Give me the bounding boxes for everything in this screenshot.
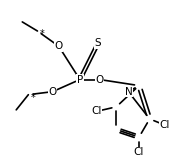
Text: Cl: Cl <box>91 106 102 116</box>
Text: O: O <box>95 75 104 85</box>
Text: *: * <box>40 29 44 39</box>
Text: N: N <box>125 87 132 97</box>
Text: O: O <box>48 87 57 97</box>
Text: P: P <box>77 75 83 85</box>
Text: S: S <box>95 38 101 48</box>
Text: Cl: Cl <box>160 120 170 130</box>
Text: Cl: Cl <box>134 147 144 157</box>
Text: O: O <box>54 41 63 51</box>
Text: *: * <box>31 93 35 103</box>
